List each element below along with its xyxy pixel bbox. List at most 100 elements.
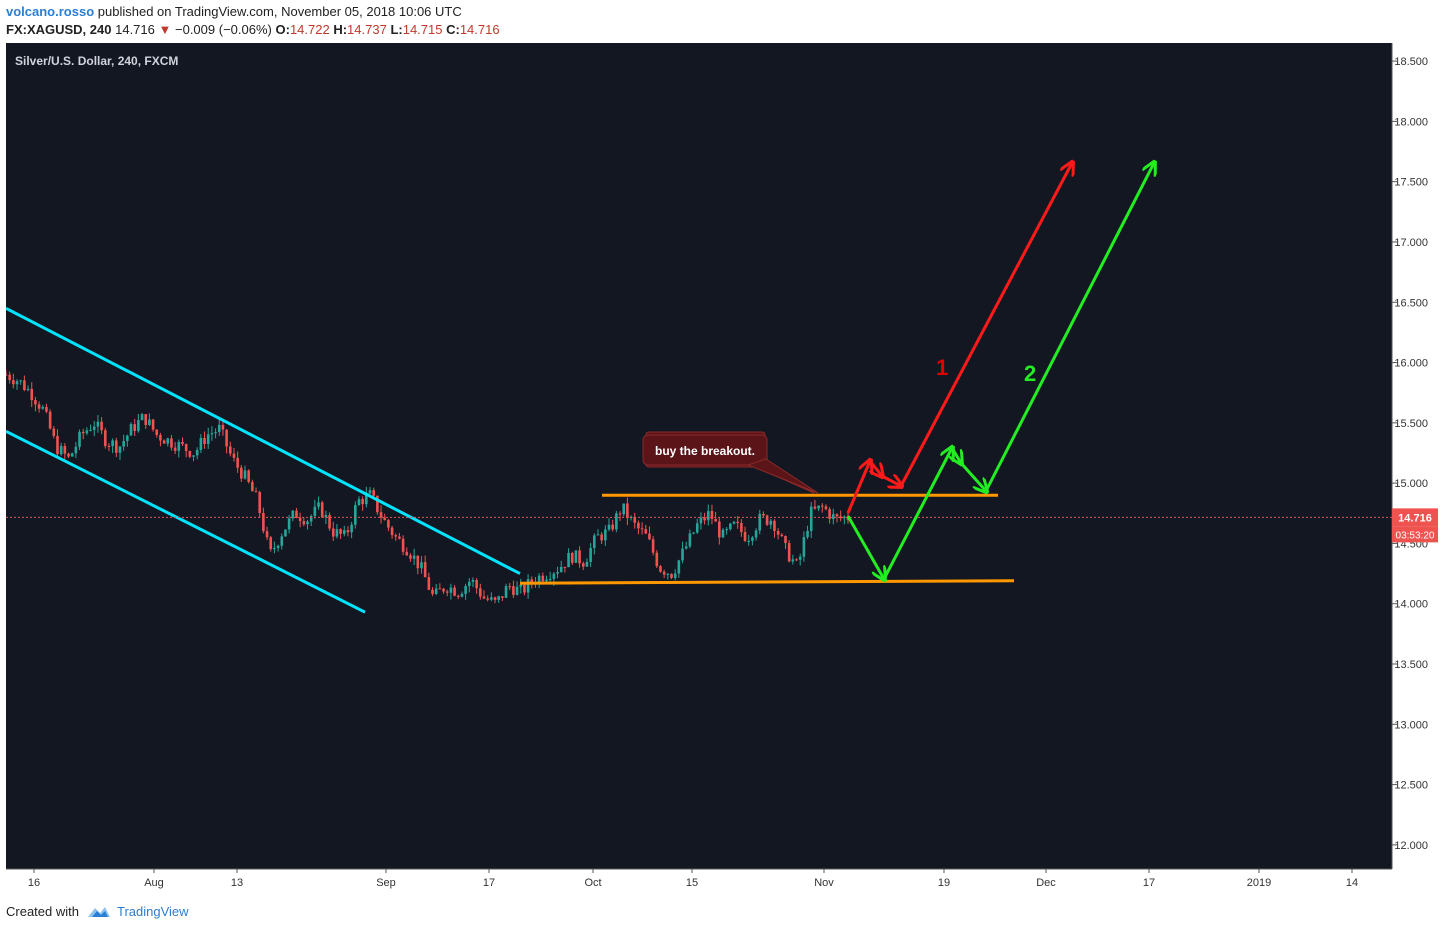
candle-body: [681, 548, 684, 561]
scenario-2-label: 2: [1024, 361, 1036, 386]
candle-body: [6, 374, 8, 376]
drawings: 14.716 03:53:20 buy the breakout. 1 2: [6, 163, 1438, 614]
candle-body: [666, 573, 670, 575]
candle-body: [96, 421, 100, 427]
candle-body: [269, 537, 273, 550]
candle-body: [431, 589, 434, 594]
candle-body: [383, 517, 387, 521]
time-axis-background: [6, 869, 1438, 893]
candle-body: [354, 505, 357, 525]
candle-body: [276, 545, 280, 549]
scenario-1-arrow-segment: [899, 163, 1072, 487]
candle-body: [479, 588, 482, 597]
candle-body: [497, 596, 500, 600]
candle-body: [659, 566, 662, 572]
candle-body: [556, 571, 559, 574]
candle-body: [372, 490, 375, 496]
candle-body: [552, 573, 556, 579]
candle-body: [41, 406, 45, 409]
candle-body: [144, 414, 148, 425]
candle-body: [166, 438, 170, 444]
candle-body: [240, 467, 243, 479]
candle-body: [8, 374, 11, 381]
candle-body: [74, 446, 78, 454]
candle-body: [574, 550, 578, 563]
candle-body: [390, 527, 394, 536]
candle-body: [718, 521, 721, 538]
candle-body: [648, 533, 651, 540]
candle-body: [559, 566, 563, 572]
candle-body: [670, 573, 673, 578]
candle-body: [273, 548, 276, 550]
candle-body: [221, 424, 225, 430]
tradingview-logo-icon[interactable]: [87, 905, 111, 919]
change-value: −0.009 (−0.06%): [175, 22, 272, 37]
x-tick-label: Sep: [376, 877, 396, 889]
x-tick-label: 14: [1346, 877, 1358, 889]
candle-body: [405, 551, 409, 556]
author-link[interactable]: volcano.rosso: [6, 4, 95, 19]
candle-body: [563, 566, 567, 568]
candle-body: [688, 533, 692, 547]
candle-body: [548, 578, 552, 580]
candle-body: [725, 529, 728, 531]
y-tick-label: 18.000: [1394, 116, 1428, 128]
candle-body: [655, 552, 659, 567]
candle-body: [504, 586, 508, 598]
candle-body: [475, 579, 478, 589]
candle-body: [530, 579, 534, 583]
candle-body: [232, 453, 236, 458]
x-tick-label: 17: [1143, 877, 1155, 889]
candle-body: [115, 440, 118, 453]
candle-body: [342, 530, 346, 534]
candle-body: [471, 579, 475, 582]
tradingview-link[interactable]: TradingView: [116, 904, 189, 919]
candle-body: [607, 524, 611, 530]
candle-body: [754, 530, 758, 538]
candle-body: [493, 597, 497, 600]
candle-body: [155, 429, 159, 435]
candle-body: [401, 538, 405, 552]
footer: Created with TradingView: [6, 904, 189, 919]
candle-body: [199, 437, 203, 450]
candle-body: [206, 434, 210, 445]
candle-body: [467, 581, 471, 587]
candle-body: [662, 571, 666, 575]
candle-body: [604, 529, 607, 541]
candle-body: [806, 530, 809, 538]
candle-body: [228, 446, 232, 454]
scenario-1-label: 1: [936, 355, 948, 380]
low-label: L:: [390, 22, 403, 37]
candle-body: [464, 586, 467, 594]
candle-body: [798, 556, 802, 560]
candle-body: [795, 559, 798, 561]
candle-body: [70, 453, 74, 457]
chart-container[interactable]: Silver/U.S. Dollar, 240, FXCM 18.500 18.0…: [6, 43, 1438, 893]
candle-body: [692, 532, 695, 534]
high-label: H:: [333, 22, 348, 37]
candle-body: [567, 552, 570, 568]
candle-body: [217, 424, 221, 433]
candle-body: [309, 515, 313, 522]
candle-body: [508, 586, 512, 588]
candle-body: [243, 470, 247, 479]
symbol-label: FX:XAGUSD, 240: [6, 22, 112, 37]
candle-body: [420, 562, 423, 569]
chart-svg[interactable]: Silver/U.S. Dollar, 240, FXCM 18.500 18.0…: [6, 43, 1438, 893]
scenario-1-arrow-segment: [846, 461, 870, 514]
scenario-2-arrow-segment: [846, 515, 884, 579]
candle-body: [736, 521, 739, 524]
candle-body: [37, 404, 41, 409]
candle-body: [585, 561, 589, 567]
candle-body: [52, 428, 56, 436]
x-axis: 16 Aug 13 Sep 17 Oct 15 Nov 19 Dec 17 2019 14: [28, 869, 1358, 889]
x-tick-label: Aug: [144, 877, 164, 889]
candle-body: [490, 597, 493, 600]
scenario-1-arrow-segment: [881, 476, 901, 486]
candle-body: [376, 495, 379, 513]
y-tick-label: 17.000: [1394, 237, 1428, 249]
candle-body: [445, 591, 449, 593]
candle-body: [45, 406, 48, 412]
candle-body: [85, 430, 89, 434]
candle-body: [306, 521, 309, 525]
